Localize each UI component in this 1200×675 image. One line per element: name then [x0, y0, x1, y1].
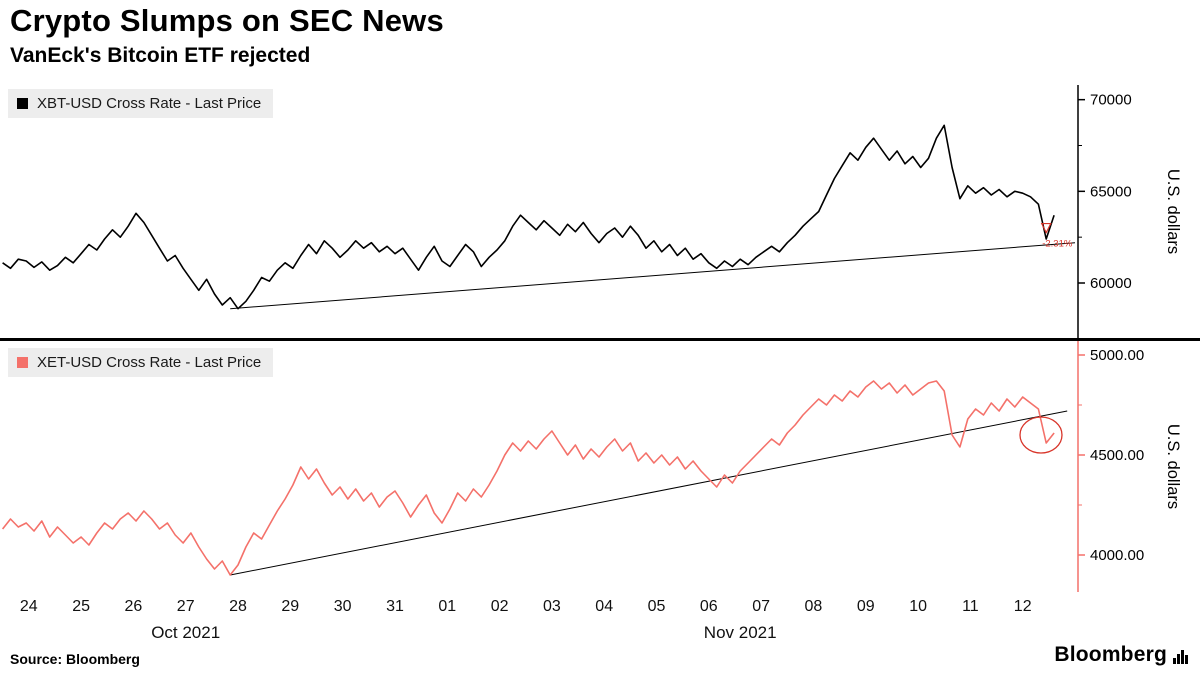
xet-legend-label: XET-USD Cross Rate - Last Price: [37, 354, 262, 371]
x-tick-label: 27: [177, 598, 195, 615]
x-tick-label: 12: [1014, 598, 1032, 615]
month-label: Nov 2021: [704, 623, 777, 642]
y-axis-title: U.S. dollars: [1164, 424, 1182, 509]
price-charts: 70000 65000 60000 U.S. dollars -2.31% 5000.00…: [0, 85, 1200, 642]
x-tick-label: 30: [334, 598, 352, 615]
xet-series-swatch-icon: [17, 357, 28, 368]
drop-arrow-icon: [1040, 222, 1052, 234]
month-label: Oct 2021: [151, 623, 220, 642]
x-tick-label: 25: [72, 598, 90, 615]
xet-price-line: [1, 380, 1055, 576]
y-tick-label: 5000.00: [1090, 347, 1144, 364]
xbt-legend-label: XBT-USD Cross Rate - Last Price: [37, 95, 262, 112]
page-subtitle: VanEck's Bitcoin ETF rejected: [10, 44, 311, 67]
page-title: Crypto Slumps on SEC News: [10, 3, 444, 38]
xbt-price-line: [2, 124, 1055, 310]
x-tick-label: 07: [752, 598, 770, 615]
y-tick-label: 70000: [1090, 92, 1132, 109]
legend-xet: XET-USD Cross Rate - Last Price: [8, 348, 274, 377]
x-tick-label: 01: [438, 598, 456, 615]
x-tick-label: 24: [20, 598, 38, 615]
x-tick-label: 05: [648, 598, 666, 615]
x-tick-label: 02: [491, 598, 509, 615]
highlight-circle: [1019, 416, 1063, 454]
source-label: Source: Bloomberg: [10, 651, 140, 667]
x-tick-label: 09: [857, 598, 875, 615]
xbt-series-swatch-icon: [17, 98, 28, 109]
x-tick-label: 03: [543, 598, 561, 615]
y-tick-label: 60000: [1090, 275, 1132, 292]
x-tick-label: 26: [125, 598, 143, 615]
bloomberg-logo: Bloomberg: [1054, 643, 1188, 667]
x-tick-label: 11: [962, 598, 979, 615]
y-tick-label: 4000.00: [1090, 547, 1144, 564]
trendline-1: [230, 410, 1068, 576]
y-tick-label: 65000: [1090, 183, 1132, 200]
bloomberg-chart-icon: [1173, 649, 1188, 664]
x-tick-label: 10: [909, 598, 927, 615]
x-tick-label: 29: [281, 598, 299, 615]
x-tick-label: 06: [700, 598, 718, 615]
x-tick-label: 08: [805, 598, 823, 615]
legend-xbt: XBT-USD Cross Rate - Last Price: [8, 89, 274, 118]
bloomberg-wordmark: Bloomberg: [1054, 643, 1167, 666]
y-tick-label: 4500.00: [1090, 447, 1144, 464]
x-tick-label: 31: [386, 598, 404, 615]
trendline-0: [230, 242, 1076, 310]
y-axis-title: U.S. dollars: [1164, 169, 1182, 254]
x-tick-label: 28: [229, 598, 247, 615]
x-tick-label: 04: [595, 598, 613, 615]
panel-divider: [0, 338, 1200, 341]
drop-percent-label: -2.31%: [1042, 239, 1073, 250]
